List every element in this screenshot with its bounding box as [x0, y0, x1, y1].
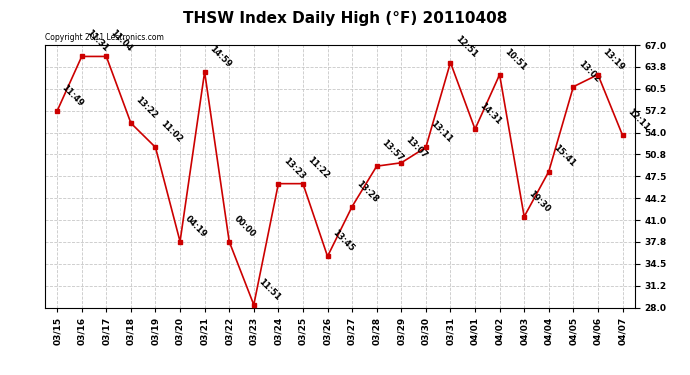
Text: 19:30: 19:30 — [527, 189, 552, 214]
Text: 12:51: 12:51 — [453, 34, 479, 60]
Text: 11:04: 11:04 — [109, 28, 135, 54]
Text: 13:45: 13:45 — [331, 228, 355, 254]
Text: 13:57: 13:57 — [380, 138, 404, 164]
Text: 11:31: 11:31 — [84, 28, 110, 54]
Text: 11:22: 11:22 — [306, 156, 331, 181]
Text: 11:51: 11:51 — [257, 277, 282, 302]
Text: 14:59: 14:59 — [208, 44, 233, 69]
Text: 04:19: 04:19 — [183, 214, 208, 239]
Text: 13:19: 13:19 — [601, 46, 626, 72]
Text: 13:02: 13:02 — [576, 59, 601, 84]
Text: 00:00: 00:00 — [232, 214, 257, 239]
Text: 13:28: 13:28 — [355, 178, 380, 204]
Text: 11:49: 11:49 — [60, 83, 85, 108]
Text: 13:23: 13:23 — [281, 156, 306, 181]
Text: 14:31: 14:31 — [477, 101, 503, 126]
Text: 13:07: 13:07 — [404, 135, 429, 160]
Text: 15:41: 15:41 — [551, 143, 577, 169]
Text: 11:02: 11:02 — [158, 119, 184, 144]
Text: THSW Index Daily High (°F) 20110408: THSW Index Daily High (°F) 20110408 — [183, 11, 507, 26]
Text: 13:22: 13:22 — [134, 95, 159, 120]
Text: 10:51: 10:51 — [502, 46, 528, 72]
Text: 12:11: 12:11 — [625, 107, 651, 132]
Text: 13:11: 13:11 — [428, 119, 454, 144]
Text: Copyright 2011 Lestronics.com: Copyright 2011 Lestronics.com — [45, 33, 164, 42]
